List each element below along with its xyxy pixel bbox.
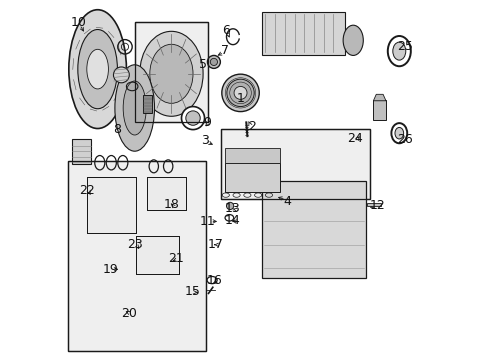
Ellipse shape <box>113 67 129 83</box>
Text: 20: 20 <box>121 307 136 320</box>
Ellipse shape <box>185 111 200 125</box>
Bar <box>134 22 207 122</box>
Bar <box>142 95 152 113</box>
Ellipse shape <box>390 123 407 143</box>
Text: 5: 5 <box>199 58 207 71</box>
Ellipse shape <box>387 36 410 66</box>
Text: 18: 18 <box>163 198 180 211</box>
Bar <box>261 12 344 55</box>
Text: 4: 4 <box>283 195 291 208</box>
Ellipse shape <box>394 127 403 139</box>
Text: 2: 2 <box>247 120 255 132</box>
Text: 8: 8 <box>112 123 121 136</box>
Bar <box>366 203 381 206</box>
Text: 16: 16 <box>207 274 223 287</box>
Bar <box>261 181 366 278</box>
Text: 26: 26 <box>396 133 412 146</box>
Text: 11: 11 <box>200 215 215 228</box>
Ellipse shape <box>234 86 246 99</box>
Bar <box>87 177 136 233</box>
Text: 23: 23 <box>126 238 142 251</box>
Bar <box>68 161 205 351</box>
Text: 10: 10 <box>70 16 86 29</box>
Bar <box>72 139 91 164</box>
Ellipse shape <box>87 49 108 89</box>
Ellipse shape <box>123 81 146 135</box>
Bar <box>136 236 179 274</box>
Text: 13: 13 <box>224 202 241 215</box>
Ellipse shape <box>392 42 405 60</box>
Text: 24: 24 <box>347 132 363 145</box>
Bar <box>134 22 207 122</box>
Bar <box>221 129 369 199</box>
Text: 21: 21 <box>168 252 183 265</box>
Ellipse shape <box>222 74 259 112</box>
Text: 7: 7 <box>220 44 228 57</box>
Polygon shape <box>373 94 385 101</box>
Ellipse shape <box>207 55 220 68</box>
Text: 9: 9 <box>203 116 210 129</box>
Text: 1: 1 <box>237 93 244 105</box>
Bar <box>136 236 179 274</box>
Text: 12: 12 <box>369 199 385 212</box>
Text: 3: 3 <box>201 134 208 147</box>
Text: 17: 17 <box>207 238 223 251</box>
Bar <box>146 177 186 210</box>
Bar <box>146 177 186 210</box>
Bar <box>122 122 136 127</box>
Ellipse shape <box>140 31 203 116</box>
Ellipse shape <box>226 202 233 210</box>
Text: 22: 22 <box>79 184 95 197</box>
Ellipse shape <box>181 107 204 130</box>
Ellipse shape <box>78 30 117 109</box>
Text: 19: 19 <box>102 263 118 276</box>
Text: 6: 6 <box>222 24 230 37</box>
Bar <box>221 129 369 199</box>
Ellipse shape <box>210 58 217 66</box>
Ellipse shape <box>226 79 254 107</box>
Ellipse shape <box>69 10 126 129</box>
Ellipse shape <box>149 44 193 103</box>
Bar <box>68 161 205 351</box>
Text: 15: 15 <box>184 285 200 298</box>
Bar <box>373 100 385 120</box>
Ellipse shape <box>115 65 154 151</box>
Ellipse shape <box>343 25 363 55</box>
Bar <box>224 148 280 163</box>
Bar <box>224 163 280 192</box>
Bar <box>87 177 136 233</box>
Text: 14: 14 <box>224 214 241 227</box>
Text: 25: 25 <box>396 40 412 53</box>
